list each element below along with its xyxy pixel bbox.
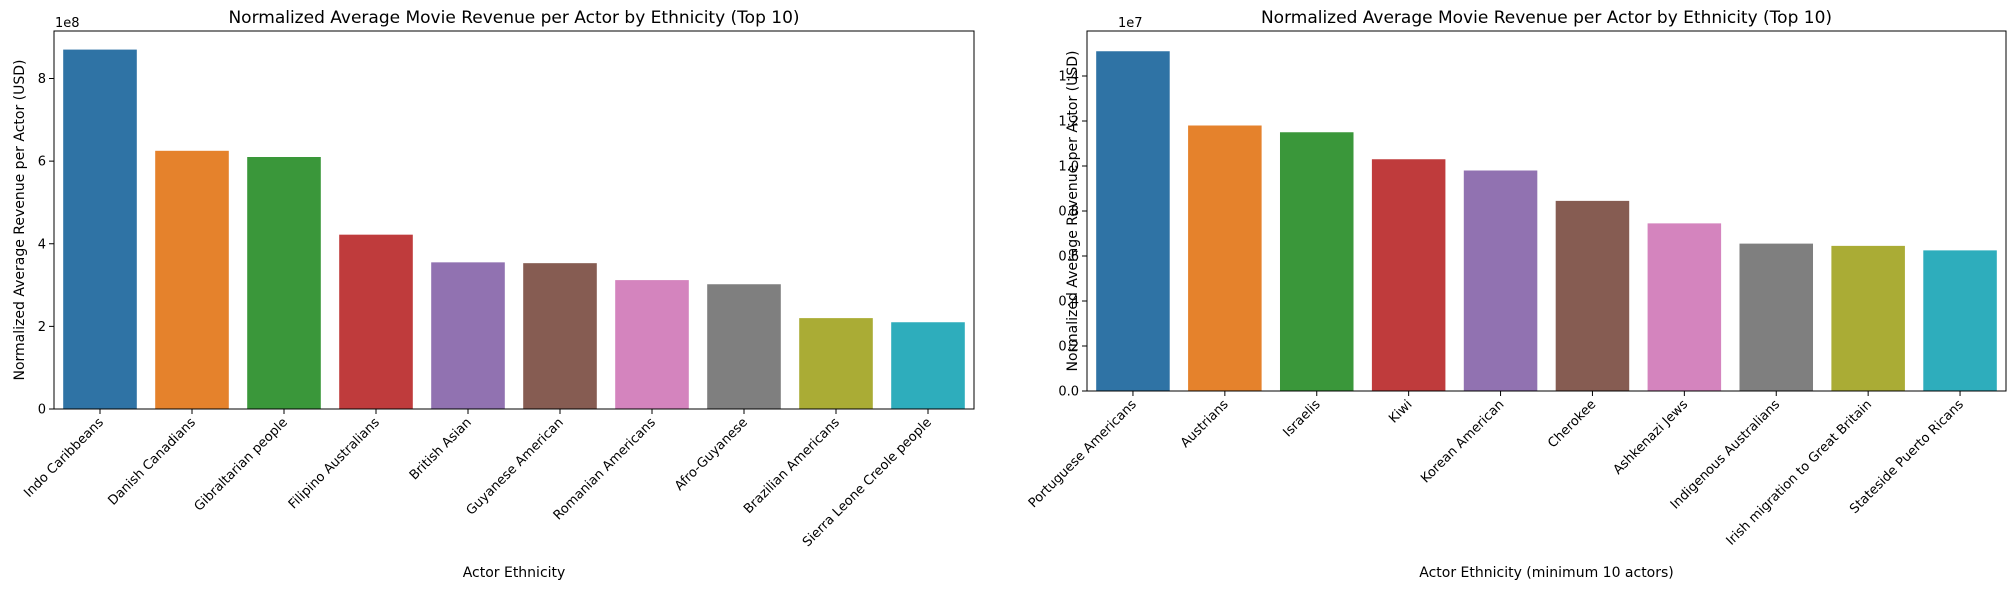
bar-9 <box>891 322 965 409</box>
y-tick-label: 1.4 <box>1058 70 1079 85</box>
x-axis-label: Actor Ethnicity <box>463 565 566 581</box>
y-tick-label: 0.0 <box>1058 385 1079 400</box>
x-tick-label: Irish migration to Great Britain <box>1724 397 1875 548</box>
y-tick-label: 0.8 <box>1058 205 1079 220</box>
bar-1 <box>155 150 229 409</box>
bar-8 <box>799 318 873 409</box>
x-tick-label: Romanian Americans <box>551 415 659 523</box>
x-tick-label: Korean American <box>1418 397 1507 486</box>
bar-6 <box>1647 223 1722 391</box>
y-tick-label: 0.6 <box>1058 250 1079 265</box>
y-tick-label: 2 <box>38 320 46 335</box>
x-tick-label: Guyanese American <box>464 415 567 518</box>
bar-6 <box>615 280 689 409</box>
bar-0 <box>1096 51 1170 391</box>
y-tick-label: 4 <box>38 237 46 252</box>
chart-ethnicity-revenue-min10-actors: Normalized Average Movie Revenue per Act… <box>1026 8 2007 581</box>
x-tick-label: Brazilian Americans <box>741 415 843 517</box>
x-tick-label: Cherokee <box>1545 397 1599 451</box>
plot-frame <box>1086 30 2007 392</box>
y-tick-label: 0.4 <box>1058 295 1079 310</box>
y-tick-label: 1.2 <box>1058 115 1079 130</box>
chart-title: Normalized Average Movie Revenue per Act… <box>228 8 799 28</box>
x-axis-label: Actor Ethnicity (minimum 10 actors) <box>1419 565 1674 581</box>
bar-0 <box>63 49 137 410</box>
bar-7 <box>1739 243 1814 391</box>
bar-5 <box>1555 200 1630 391</box>
y-ticks: 0 2 4 6 8 <box>38 72 54 418</box>
plot-frame <box>53 30 975 410</box>
x-tick-label: Portuguese Americans <box>1026 397 1140 511</box>
y-axis-label: Normalized Average Revenue per Actor (US… <box>1065 50 1081 371</box>
x-tick-label: British Asian <box>407 415 475 483</box>
x-tick-label: Danish Canadians <box>105 415 199 509</box>
chart-ethnicity-revenue-top10: Normalized Average Movie Revenue per Act… <box>12 8 975 581</box>
y-tick-label: 6 <box>38 155 46 170</box>
bar-4 <box>1463 170 1538 391</box>
bar-3 <box>1371 159 1446 391</box>
chart-title: Normalized Average Movie Revenue per Act… <box>1261 8 1832 28</box>
bar-5 <box>523 263 597 409</box>
bar-2 <box>247 157 321 409</box>
x-tick-label: Filipino Australians <box>286 415 383 512</box>
y-offset-label: 1e7 <box>1118 16 1143 31</box>
x-tick-label: Ashkenazi Jews <box>1611 397 1692 478</box>
bars <box>63 49 965 410</box>
x-tick-label: Gibraltarian people <box>192 415 291 514</box>
bar-2 <box>1279 132 1354 391</box>
x-tick-label: Afro-Guyanese <box>672 415 751 494</box>
bars <box>1096 51 1997 391</box>
bar-8 <box>1831 245 1905 391</box>
bar-4 <box>431 262 505 409</box>
bar-9 <box>1923 250 1997 391</box>
x-ticks: Portuguese Americans Austrians Israelis Kiw… <box>1026 391 1967 549</box>
y-axis-label: Normalized Average Revenue per Actor (US… <box>12 59 28 380</box>
y-tick-label: 0.2 <box>1058 340 1079 355</box>
x-tick-label: Indo Caribbeans <box>21 415 107 501</box>
y-tick-label: 0 <box>38 403 46 418</box>
bar-1 <box>1188 125 1262 391</box>
bar-3 <box>339 234 413 409</box>
bar-7 <box>707 284 781 409</box>
y-tick-label: 1.0 <box>1058 160 1079 175</box>
x-tick-label: Kiwi <box>1386 397 1415 426</box>
x-tick-label: Austrians <box>1178 397 1232 451</box>
x-tick-label: Israelis <box>1281 397 1324 440</box>
y-tick-label: 8 <box>38 72 46 87</box>
y-ticks: 0.0 0.2 0.4 0.6 0.8 1.0 1.2 1.4 <box>1058 70 1087 400</box>
y-offset-label: 1e8 <box>55 16 80 31</box>
